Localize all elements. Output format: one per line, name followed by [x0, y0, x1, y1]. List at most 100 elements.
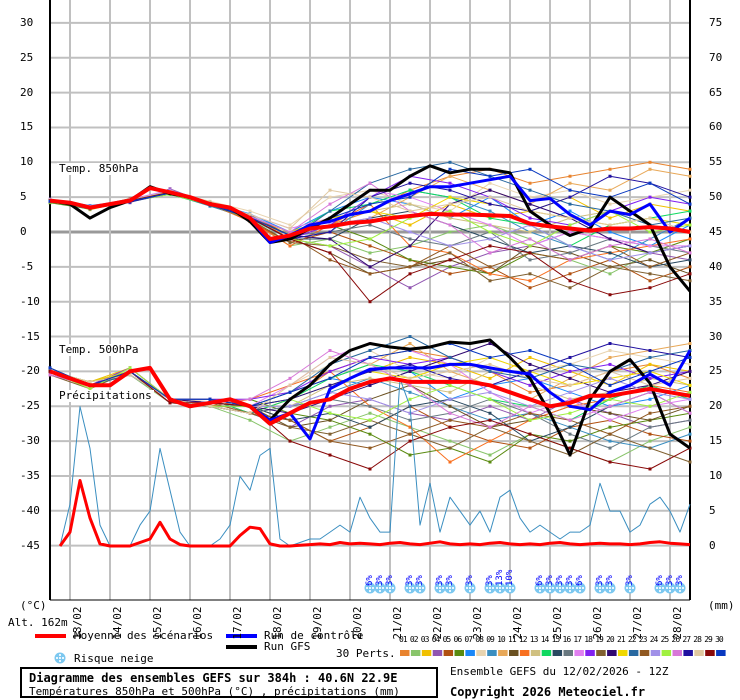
t850-member-point	[648, 251, 652, 255]
snowflake-dot	[389, 587, 391, 589]
legend-member-swatch	[530, 650, 541, 656]
t500-member-point	[408, 439, 412, 443]
snow-icon	[664, 582, 676, 594]
t500-member-point	[368, 446, 372, 450]
t500-member-point	[408, 383, 412, 387]
t850-member-point	[368, 244, 372, 248]
t850-member-point	[488, 279, 492, 283]
left-tick-label: 15	[20, 120, 34, 134]
t850-member-point	[608, 188, 612, 192]
legend-snow-icon	[54, 652, 66, 664]
snow-icon	[404, 582, 416, 594]
t500-member-point	[568, 369, 572, 373]
snowflake-dot	[539, 584, 541, 586]
t500-member-point	[208, 397, 212, 401]
snowflake-dot	[499, 587, 501, 589]
legend-member-swatch	[476, 650, 486, 656]
snowflake-dot	[442, 587, 444, 589]
t500-member-point	[328, 432, 332, 436]
t500-member-point	[408, 342, 412, 346]
t850-member-point	[528, 237, 532, 241]
left-tick-label: -25	[20, 399, 40, 413]
t850-member-point	[568, 202, 572, 206]
snowflake-dot	[669, 584, 671, 586]
left-tick-label: 20	[20, 85, 34, 99]
left-tick-label: -45	[20, 538, 40, 552]
t500-member-point	[648, 432, 652, 436]
snowflake-dot	[549, 590, 551, 592]
snow-risk-percent: 3%	[445, 575, 455, 586]
t500-member-point	[608, 460, 612, 464]
t500-member-point	[608, 348, 612, 352]
left-tick-label: -30	[20, 434, 40, 448]
t500-member-point	[648, 376, 652, 380]
snowflake-dot	[552, 587, 554, 589]
t500-member-point	[408, 362, 412, 366]
t500-member-point	[248, 397, 252, 401]
t850-member-point	[568, 230, 572, 234]
legend-member-number: 28	[693, 635, 702, 644]
t500-member-point	[528, 369, 532, 373]
t500-member-point	[368, 467, 372, 471]
t850-member-point	[608, 272, 612, 276]
t850-member-point	[488, 230, 492, 234]
t850-member-06-line	[49, 193, 691, 275]
t850-member-point	[328, 237, 332, 241]
snowflake-dot	[629, 584, 631, 586]
t500-member-point	[288, 404, 292, 408]
legend-member-number: 04	[431, 635, 441, 644]
snowflake-dot	[536, 587, 538, 589]
t850-member-point	[688, 174, 692, 178]
t850-member-point	[648, 286, 652, 290]
legend-member-swatch	[585, 650, 595, 656]
legend-member-number: 07	[464, 635, 473, 644]
snowflake-dot	[542, 587, 544, 589]
title-box	[20, 667, 438, 698]
legend-member-swatch	[683, 650, 693, 656]
t850-member-point	[648, 195, 652, 199]
t500-member-point	[568, 439, 572, 443]
snowflake-dot	[379, 584, 381, 586]
t500-member-point	[288, 439, 292, 443]
snowflake-dot	[569, 587, 571, 589]
snowflake-dot	[559, 587, 561, 589]
snow-icon	[564, 582, 576, 594]
snowflake-dot	[599, 584, 601, 586]
t850-member-point	[448, 160, 452, 164]
t500-member-point	[48, 366, 52, 370]
t500-member-point	[368, 383, 372, 387]
legend-member-swatch	[498, 650, 508, 656]
snowflake-dot	[59, 657, 61, 659]
t850-member-point	[448, 195, 452, 199]
t850-member-point	[248, 213, 252, 217]
t500-member-point	[528, 362, 532, 366]
t500-member-point	[688, 460, 692, 464]
legend-member-number: 05	[442, 635, 452, 644]
t500-member-point	[648, 348, 652, 352]
t850-member-point	[448, 181, 452, 185]
t850-member-point	[648, 181, 652, 185]
t500-member-point	[448, 418, 452, 422]
legend-control-label: Run de contrôle	[264, 629, 364, 642]
snowflake-dot	[439, 590, 441, 592]
t850-member-point	[528, 279, 532, 283]
t500-member-point	[648, 411, 652, 415]
snow-icon	[464, 582, 476, 594]
legend-member-swatch	[716, 650, 726, 656]
t850-member-point	[448, 216, 452, 220]
t850-member-point	[608, 265, 612, 269]
chart-subtitle: Températures 850hPa et 500hPa (°C) , pré…	[29, 685, 400, 698]
left-unit: (°C)	[20, 599, 47, 612]
left-tick-label: 30	[20, 15, 34, 29]
snow-icon	[574, 582, 586, 594]
legend-member-number: 11	[508, 635, 517, 644]
t500-member-point	[648, 369, 652, 373]
t850-member-point	[568, 251, 572, 255]
t500-member-point	[488, 439, 492, 443]
t850-member-point	[448, 188, 452, 192]
t850-member-point	[688, 251, 692, 255]
t500-member-point	[448, 390, 452, 394]
snowflake-dot	[412, 587, 414, 589]
t500-member-point	[568, 418, 572, 422]
snowflake-dot	[509, 587, 511, 589]
